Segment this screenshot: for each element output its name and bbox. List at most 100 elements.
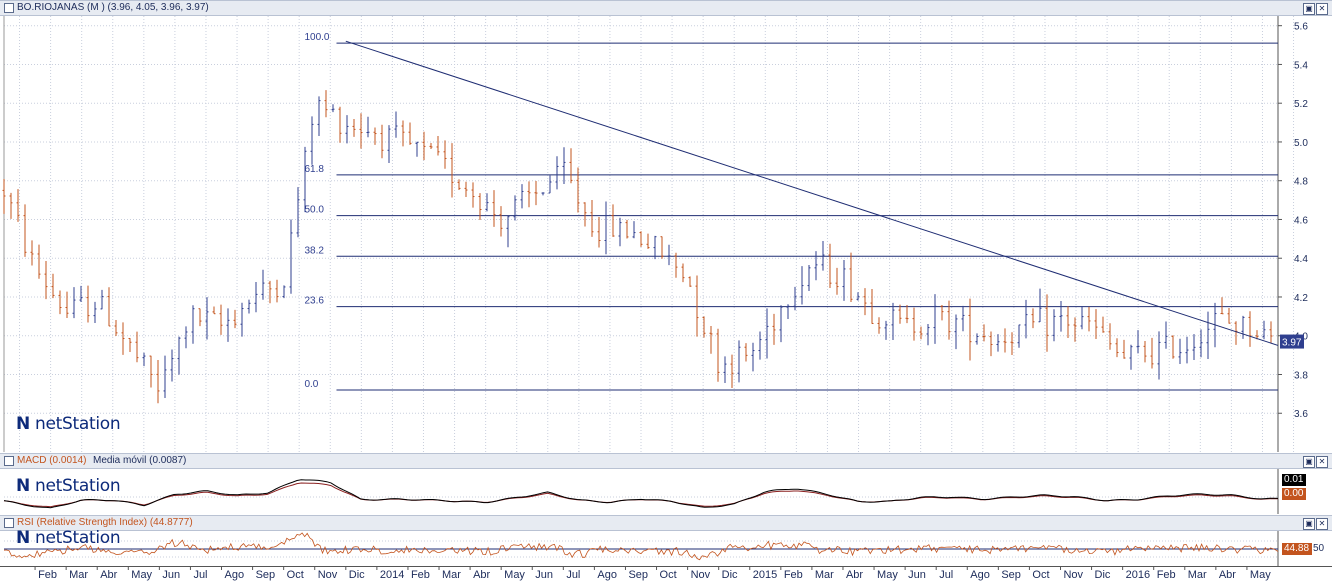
ohlc-bar xyxy=(338,106,342,143)
ohlc-bar xyxy=(758,331,762,360)
panel-checkbox[interactable] xyxy=(4,3,14,13)
rsi-title: RSI (Relative Strength Index) (44.8777) xyxy=(17,517,193,528)
ohlc-bar xyxy=(1157,331,1161,380)
ohlc-bar xyxy=(163,355,167,399)
ohlc-bar xyxy=(226,308,230,342)
ohlc-bar xyxy=(303,146,307,213)
y-tick-label: 5.6 xyxy=(1294,22,1308,33)
ohlc-bar xyxy=(37,244,41,279)
panel-checkbox[interactable] xyxy=(4,456,14,466)
fib-level-label: 50.0 xyxy=(304,205,324,216)
logo-text: netStation xyxy=(35,414,121,434)
ohlc-bar xyxy=(296,187,300,238)
x-tick-label: Ago xyxy=(597,569,617,581)
close-icon[interactable]: ✕ xyxy=(1316,456,1328,468)
rsi-chart[interactable] xyxy=(0,531,1332,566)
ohlc-bar xyxy=(212,306,216,315)
price-chart[interactable]: 5.65.45.25.04.84.64.44.24.03.83.6100.061… xyxy=(0,16,1332,452)
ohlc-bar xyxy=(492,190,496,227)
x-tick-label: Jun xyxy=(535,569,553,581)
ohlc-bar xyxy=(121,322,125,355)
ohlc-bar xyxy=(716,328,720,382)
ohlc-bar xyxy=(898,304,902,324)
ohlc-bar xyxy=(1010,332,1014,355)
restore-icon[interactable]: ▣ xyxy=(1303,3,1315,15)
ohlc-bar xyxy=(940,304,944,321)
x-tick-label: Jul xyxy=(939,569,953,581)
ohlc-bar xyxy=(1108,323,1112,350)
x-tick-label: May xyxy=(131,569,152,581)
logo-mark-icon: N xyxy=(16,528,30,548)
x-tick-label: Mar xyxy=(1188,569,1207,581)
ohlc-bar xyxy=(569,148,573,184)
x-tick-label: Abr xyxy=(846,569,863,581)
ohlc-bar xyxy=(793,286,797,311)
x-tick-label: 2015 xyxy=(753,569,777,581)
ohlc-bar xyxy=(835,267,839,295)
ohlc-bar xyxy=(926,323,930,346)
ohlc-bar xyxy=(135,331,139,363)
ohlc-bar xyxy=(562,147,566,185)
close-icon[interactable]: ✕ xyxy=(1316,3,1328,15)
x-tick-label: Jun xyxy=(908,569,926,581)
ohlc-bar xyxy=(114,319,118,336)
netstation-logo: N netStation xyxy=(16,476,121,496)
x-tick-label: Nov xyxy=(318,569,338,581)
ohlc-bar xyxy=(457,179,461,191)
ohlc-bar xyxy=(576,167,580,213)
x-tick-label: Sep xyxy=(1001,569,1021,581)
x-tick-label: May xyxy=(877,569,898,581)
ohlc-bar xyxy=(541,192,545,196)
ohlc-bar xyxy=(1171,335,1175,359)
macd-signal-line xyxy=(3,482,1279,508)
ohlc-bar xyxy=(1199,329,1203,358)
ohlc-bar xyxy=(842,260,846,301)
logo-mark-icon: N xyxy=(16,476,30,496)
x-tick-label: Jul xyxy=(193,569,207,581)
ohlc-bar xyxy=(107,287,111,327)
ohlc-bar xyxy=(961,305,965,332)
ohlc-bar xyxy=(555,156,559,190)
rsi-line xyxy=(3,532,1279,561)
ohlc-bar xyxy=(548,175,552,194)
ohlc-bar xyxy=(1185,336,1189,364)
ohlc-bar xyxy=(380,124,384,159)
ohlc-bar xyxy=(786,304,790,320)
ohlc-bar xyxy=(1003,328,1007,353)
ohlc-bar xyxy=(947,300,951,340)
ohlc-bar xyxy=(982,324,986,342)
ohlc-bar xyxy=(688,276,692,287)
panel-checkbox[interactable] xyxy=(4,518,14,528)
x-tick-label: Dic xyxy=(722,569,738,581)
ohlc-bar xyxy=(170,349,174,382)
ohlc-bar xyxy=(821,241,825,271)
close-icon[interactable]: ✕ xyxy=(1316,518,1328,530)
ohlc-bar xyxy=(590,200,594,237)
restore-icon[interactable]: ▣ xyxy=(1303,456,1315,468)
fib-level-label: 38.2 xyxy=(304,245,324,256)
x-tick-label: Oct xyxy=(287,569,304,581)
x-tick-label: 2016 xyxy=(1126,569,1150,581)
macd-chart[interactable] xyxy=(0,469,1332,514)
ohlc-bar xyxy=(373,127,377,145)
restore-icon[interactable]: ▣ xyxy=(1303,518,1315,530)
ohlc-bar xyxy=(1136,330,1140,354)
ohlc-bar xyxy=(51,273,55,299)
ohlc-bar xyxy=(1262,320,1266,340)
ohlc-bar xyxy=(1241,315,1245,339)
ohlc-bar xyxy=(1255,330,1259,340)
ohlc-bar xyxy=(191,305,195,344)
macd-line xyxy=(3,479,1279,509)
ohlc-bar xyxy=(1192,334,1196,361)
ohlc-bar xyxy=(646,233,650,249)
x-tick-label: Feb xyxy=(38,569,57,581)
x-tick-label: Oct xyxy=(660,569,677,581)
ohlc-bar xyxy=(751,342,755,372)
ohlc-bar xyxy=(1129,344,1133,370)
macd-title: MACD (0.0014) xyxy=(17,455,87,466)
fib-level-label: 0.0 xyxy=(304,379,318,390)
ohlc-bar xyxy=(968,298,972,361)
ohlc-bar xyxy=(366,116,370,138)
rsi-level-label: 50 xyxy=(1313,543,1325,554)
x-tick-label: Feb xyxy=(784,569,803,581)
